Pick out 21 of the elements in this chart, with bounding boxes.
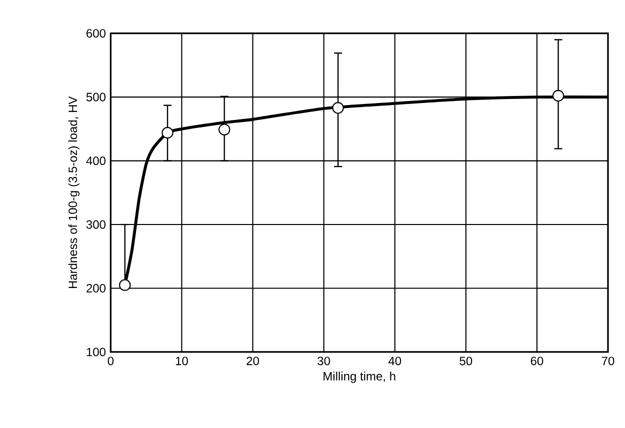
y-tick-label: 100 (86, 348, 106, 356)
point (162, 126, 174, 139)
x-tick-label: 40 (388, 356, 402, 366)
x-tick-label: 60 (530, 356, 544, 366)
y-axis-title: Hardness of 100-g (3.5-oz) load, HV (68, 96, 80, 288)
y-tick-label: 300 (86, 220, 106, 229)
x-tick-label: 30 (318, 356, 330, 366)
point (218, 124, 230, 136)
x-axis-title: Milling time, h (324, 372, 396, 383)
y-tick-label: 500 (86, 92, 106, 102)
point (552, 90, 564, 102)
x-tick-label: 10 (176, 356, 188, 366)
point (119, 279, 131, 291)
point (332, 102, 344, 114)
y-tick-label: 200 (86, 284, 106, 293)
y-tick-label: 400 (86, 156, 106, 166)
x-tick-label: 70 (602, 356, 614, 366)
y-tick-label: 600 (86, 29, 106, 38)
x-tick-label: 50 (460, 356, 472, 366)
x-tick-label: 0 (108, 356, 114, 366)
x-tick-label: 20 (246, 356, 259, 366)
